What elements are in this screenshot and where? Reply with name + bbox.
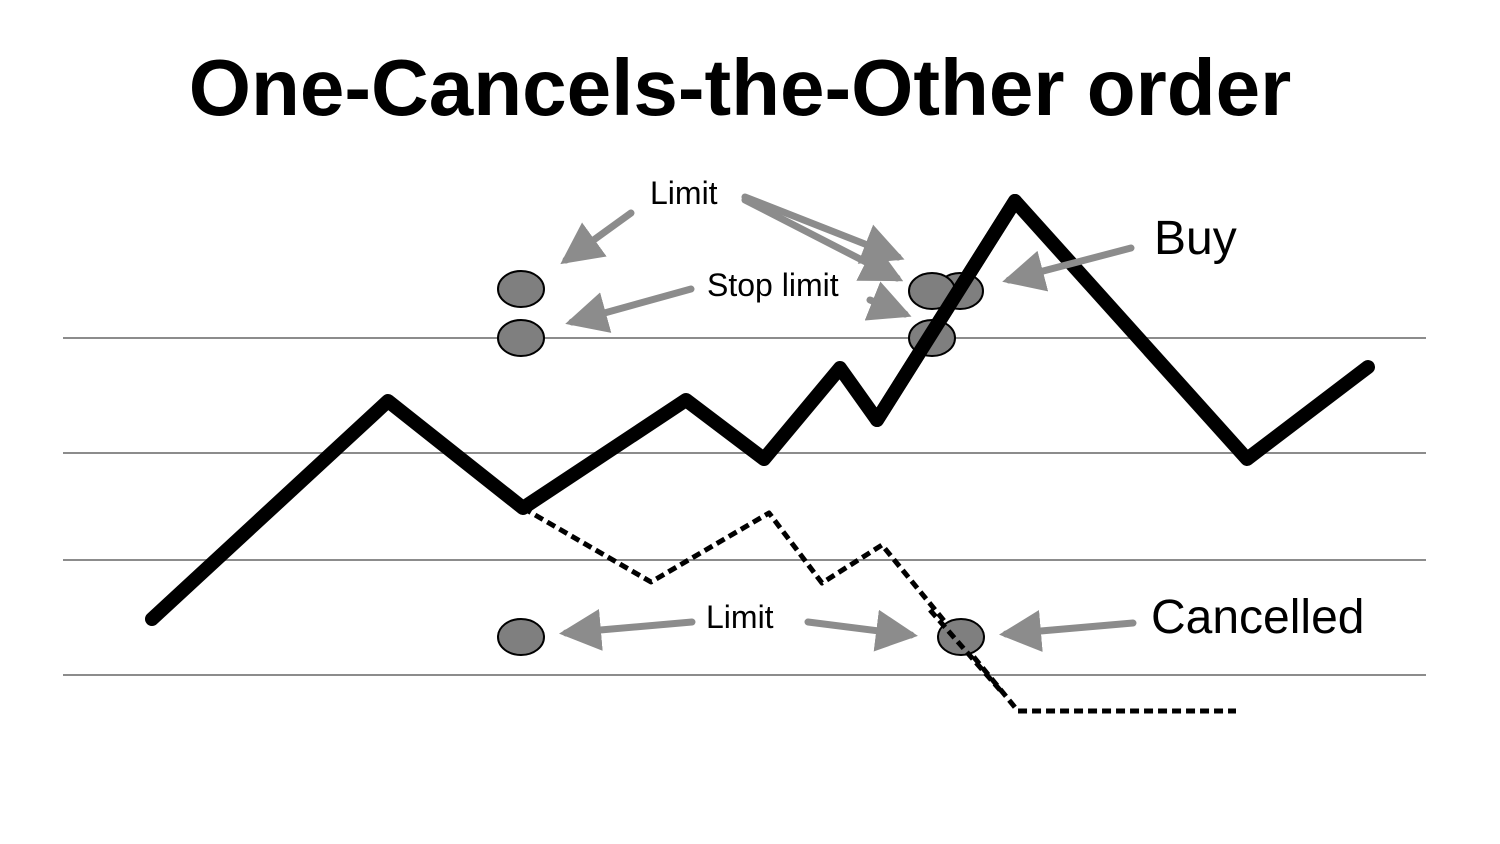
cancelled-price-path	[521, 505, 1236, 714]
price-path-overlay	[870, 194, 1022, 427]
price-path	[145, 194, 1375, 626]
arrow-icon	[560, 209, 635, 265]
limit-label-top: Limit	[650, 175, 718, 211]
arrow-icon	[559, 609, 696, 651]
arrow-icon	[741, 193, 905, 264]
arrow-icon	[804, 609, 918, 652]
arrow-icon	[999, 610, 1137, 652]
limit-order-marker	[497, 270, 545, 308]
arrow-icon	[741, 196, 904, 282]
arrow-icon	[565, 285, 695, 333]
cancelled-price-path-overlay	[928, 608, 1002, 692]
order-markers	[497, 270, 985, 656]
arrow-icon	[864, 281, 912, 321]
stop-limit-label: Stop limit	[707, 267, 839, 303]
cancelled-label: Cancelled	[1151, 591, 1364, 644]
arrow-icon	[1002, 244, 1135, 292]
page-title: One-Cancels-the-Other order	[188, 43, 1292, 132]
limit-label-bottom: Limit	[706, 599, 774, 635]
limit-order-marker	[497, 618, 545, 656]
stop-limit-order-marker	[497, 319, 545, 357]
limit-order-marker	[937, 618, 985, 656]
callout-arrows	[559, 193, 1137, 652]
buy-label: Buy	[1154, 212, 1237, 265]
